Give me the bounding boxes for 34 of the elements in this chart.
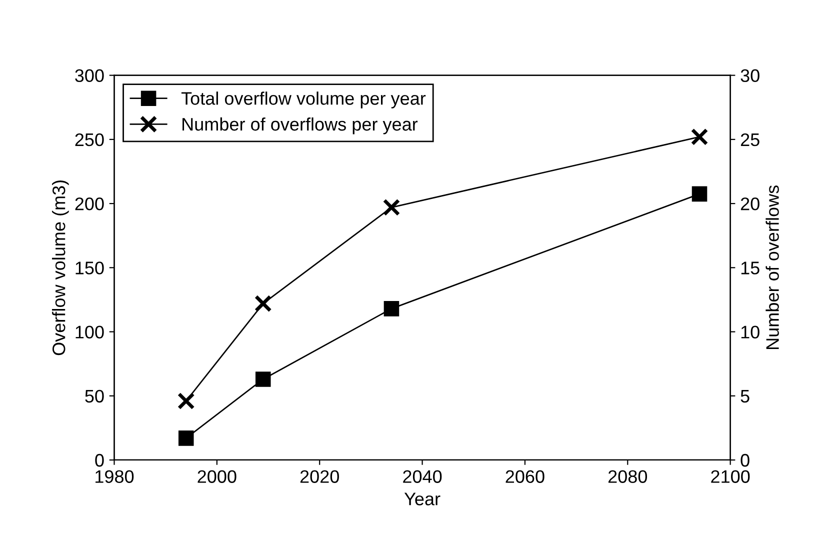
- y2-tick-label: 25: [740, 133, 760, 146]
- point: [178, 430, 194, 446]
- point: [384, 301, 400, 316]
- y2-tick-label: 20: [740, 197, 760, 210]
- y2-tick-label: 0: [740, 454, 750, 467]
- y2-tick-label: 5: [740, 390, 750, 403]
- y2-tick-label: 10: [741, 326, 760, 338]
- x-tick-label: 2020: [300, 470, 339, 483]
- y-tick-label: 250: [75, 133, 104, 146]
- y-tick-label: 0: [95, 454, 104, 467]
- y2-tick-label: 30: [740, 69, 760, 82]
- point: [382, 198, 400, 216]
- y-tick-label: 100: [76, 326, 104, 338]
- x-axis-title: Year: [404, 492, 440, 506]
- x-tick-label: 2040: [403, 470, 442, 483]
- y-tick-label: 300: [75, 69, 104, 82]
- point: [692, 186, 708, 202]
- y-axis-title: Overflow volume (m3): [52, 180, 69, 356]
- x-tick-label: 2060: [506, 470, 544, 483]
- y-tick-label: 200: [75, 197, 104, 210]
- y-tick-label: 150: [76, 262, 104, 274]
- x-tick-label: 1980: [96, 470, 134, 483]
- x-tick-label: 2000: [198, 470, 236, 483]
- y2-axis-title: Number of overflows: [766, 186, 779, 349]
- x-tick-label: 2080: [608, 470, 648, 483]
- y2-tick-label: 15: [741, 262, 760, 274]
- legend-label: Number of overflows per year: [182, 117, 418, 134]
- y-tick-label: 50: [85, 390, 104, 403]
- point: [254, 294, 272, 312]
- point: [177, 392, 195, 410]
- x-tick-label: 2100: [711, 470, 750, 483]
- legend-label: Total overflow volume per year: [181, 92, 426, 108]
- point: [255, 372, 271, 387]
- point: [690, 128, 708, 146]
